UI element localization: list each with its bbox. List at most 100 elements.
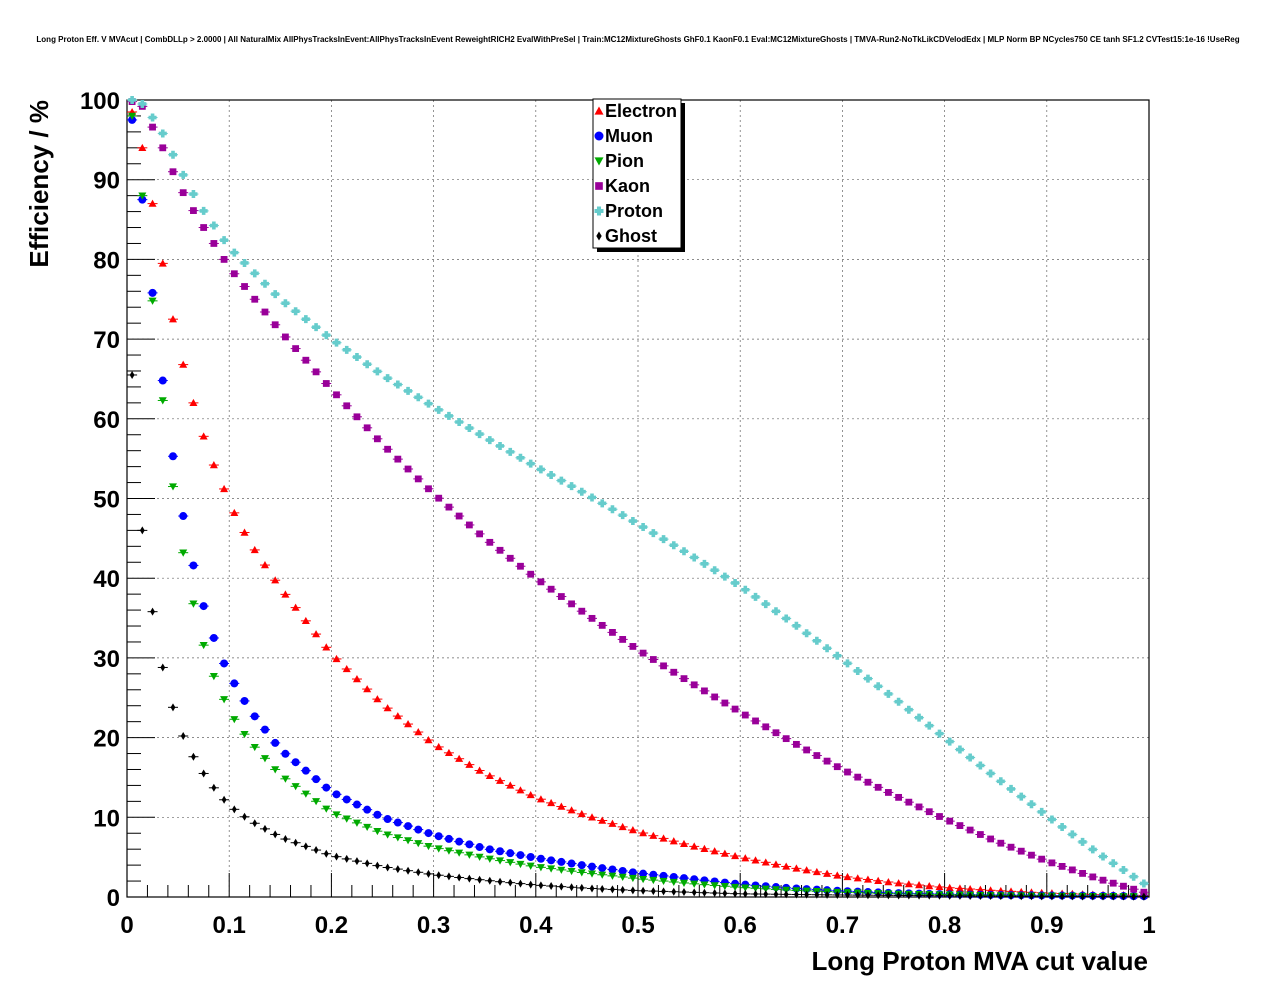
data-point xyxy=(485,855,494,863)
data-point xyxy=(906,891,912,900)
data-point xyxy=(200,224,208,231)
data-point xyxy=(741,585,750,594)
data-point xyxy=(344,854,350,863)
data-point xyxy=(434,405,443,414)
data-point xyxy=(485,771,494,780)
data-point xyxy=(507,878,513,887)
data-point xyxy=(894,697,903,706)
data-point xyxy=(598,864,607,873)
data-point xyxy=(884,878,893,886)
data-point xyxy=(996,777,1005,786)
data-point xyxy=(772,729,780,737)
data-point xyxy=(1130,885,1138,893)
data-point xyxy=(854,773,862,781)
data-point xyxy=(446,872,452,881)
data-point xyxy=(424,399,433,408)
data-point xyxy=(425,485,432,493)
data-point xyxy=(393,818,402,827)
data-point xyxy=(751,592,760,601)
legend-marker xyxy=(594,131,604,141)
data-point xyxy=(661,887,666,896)
data-point xyxy=(988,892,993,901)
data-point xyxy=(598,499,607,508)
data-point xyxy=(506,781,515,789)
data-point xyxy=(547,470,556,479)
data-point xyxy=(824,890,830,899)
data-point xyxy=(618,511,627,520)
data-point xyxy=(190,207,197,214)
data-point xyxy=(487,876,493,885)
data-point xyxy=(618,873,627,881)
data-point xyxy=(669,837,678,845)
data-point xyxy=(671,887,677,896)
data-point xyxy=(628,874,637,883)
data-point xyxy=(415,868,421,877)
data-point xyxy=(334,852,339,861)
data-point xyxy=(209,461,218,469)
data-point xyxy=(404,822,413,831)
data-point xyxy=(997,839,1005,847)
data-point xyxy=(639,649,647,657)
data-point xyxy=(680,675,688,683)
data-point xyxy=(240,696,249,705)
data-point xyxy=(1048,859,1056,867)
data-point xyxy=(404,465,412,473)
data-point xyxy=(426,869,431,878)
data-point xyxy=(363,823,372,832)
data-point xyxy=(639,869,648,878)
data-point xyxy=(823,644,832,653)
data-point xyxy=(322,331,331,340)
data-point xyxy=(261,308,269,316)
data-point xyxy=(262,824,268,833)
data-point xyxy=(588,870,597,878)
data-point xyxy=(700,559,709,568)
data-point xyxy=(352,800,361,809)
data-point xyxy=(242,812,247,821)
data-point xyxy=(567,806,576,814)
data-point xyxy=(260,725,269,734)
x-tick-label: 0 xyxy=(120,912,133,939)
data-point xyxy=(343,402,351,410)
data-point xyxy=(138,99,147,108)
data-point xyxy=(977,891,983,900)
data-point xyxy=(557,866,566,874)
data-point xyxy=(669,878,678,887)
data-point xyxy=(702,888,707,897)
legend-entry-muon: Muon xyxy=(605,126,653,146)
data-point xyxy=(477,875,482,884)
data-point xyxy=(424,829,433,838)
data-point xyxy=(701,687,708,695)
data-point xyxy=(189,561,198,570)
data-point xyxy=(670,668,678,676)
data-point xyxy=(292,345,300,352)
data-point xyxy=(945,883,954,891)
data-point xyxy=(649,870,658,879)
data-point xyxy=(1047,815,1056,824)
data-point xyxy=(681,888,687,897)
data-point xyxy=(168,452,177,461)
data-point xyxy=(312,775,321,784)
data-point xyxy=(179,512,188,521)
data-point xyxy=(537,578,545,586)
data-point xyxy=(579,883,585,892)
data-point xyxy=(191,752,196,761)
data-point xyxy=(1039,892,1045,901)
data-point xyxy=(475,853,484,861)
data-point xyxy=(281,590,290,598)
data-point xyxy=(937,891,942,900)
legend-entry-pion: Pion xyxy=(605,151,644,171)
data-point xyxy=(823,757,831,765)
x-tick-label: 0.5 xyxy=(621,912,654,939)
x-axis-label: Long Proton MVA cut value xyxy=(811,946,1148,976)
data-point xyxy=(220,236,229,245)
data-point xyxy=(291,783,300,791)
y-tick-label: 30 xyxy=(93,646,120,673)
data-point xyxy=(209,633,218,642)
data-point xyxy=(394,455,402,463)
data-point xyxy=(538,881,544,890)
data-point xyxy=(895,793,903,801)
data-point xyxy=(536,864,545,872)
data-point xyxy=(1027,800,1036,809)
data-point xyxy=(608,872,617,880)
